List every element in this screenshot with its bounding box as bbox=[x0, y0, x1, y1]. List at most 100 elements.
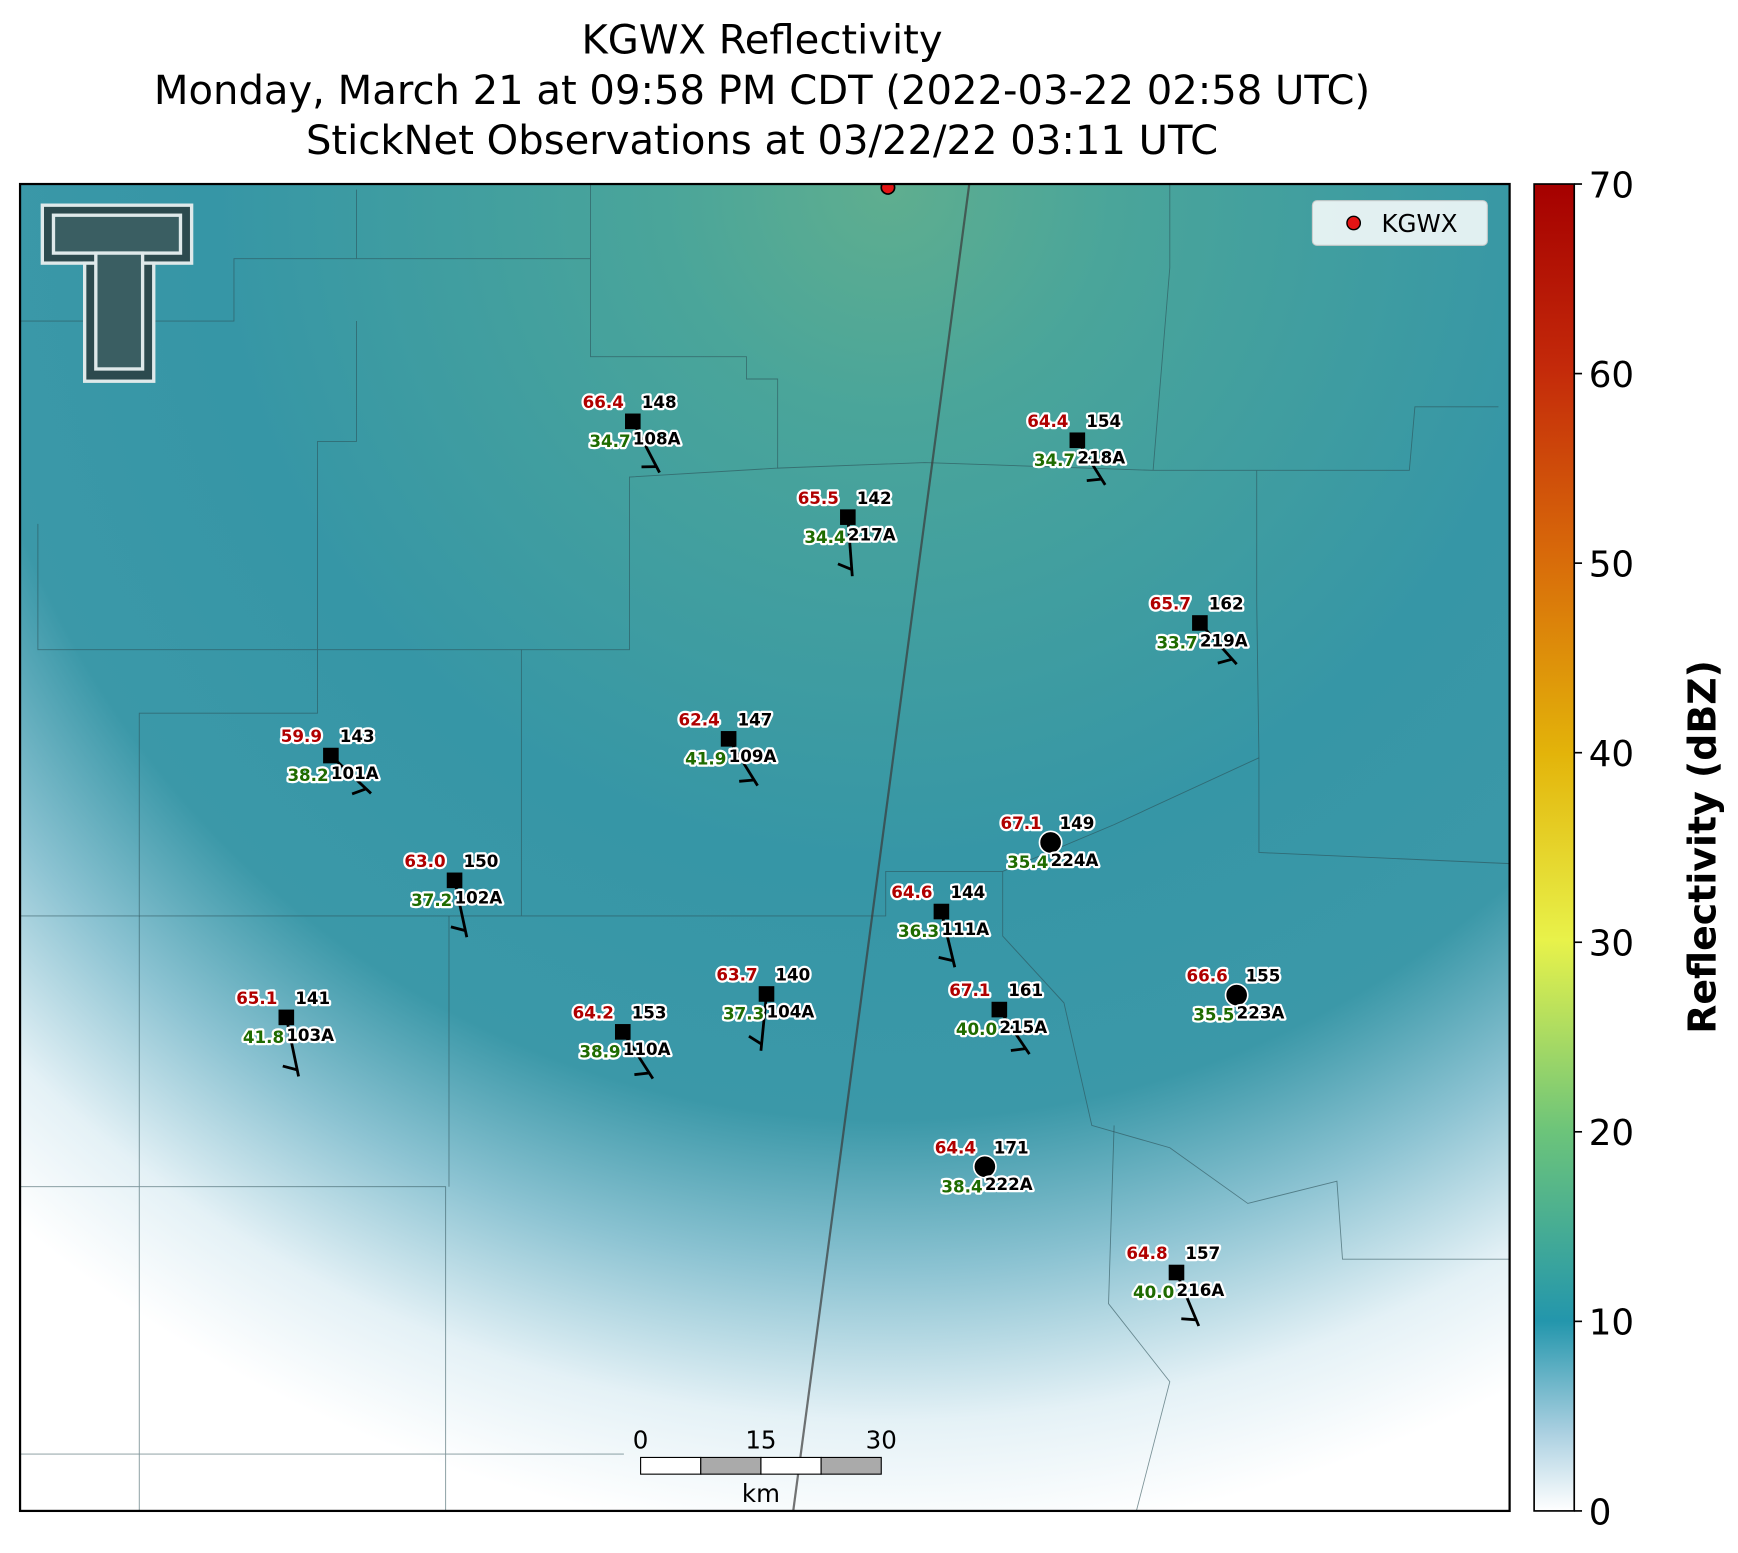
scale-segment bbox=[821, 1457, 881, 1474]
dewpoint: 35.5 bbox=[1193, 1005, 1234, 1025]
station-number: 155 bbox=[1246, 966, 1281, 986]
colorbar-tick-label: 20 bbox=[1589, 1113, 1634, 1154]
scale-tick-label: 30 bbox=[866, 1426, 897, 1455]
colorbar-tick-label: 0 bbox=[1589, 1492, 1612, 1533]
dewpoint: 38.4 bbox=[941, 1176, 982, 1196]
dewpoint: 36.3 bbox=[898, 921, 939, 941]
temperature: 67.1 bbox=[949, 980, 990, 1000]
station-marker bbox=[1169, 1265, 1185, 1281]
dewpoint: 37.2 bbox=[411, 890, 452, 910]
station-id: 216A bbox=[1176, 1280, 1224, 1300]
colorbar-label: Reflectivity (dBZ) bbox=[1681, 660, 1725, 1034]
legend: KGWX bbox=[1312, 201, 1487, 246]
station-marker bbox=[323, 748, 339, 764]
temperature: 63.0 bbox=[404, 851, 445, 871]
station-marker bbox=[992, 1002, 1008, 1018]
colorbar-tick-label: 60 bbox=[1589, 355, 1634, 396]
station-number: 141 bbox=[295, 988, 330, 1008]
station-marker bbox=[279, 1010, 295, 1026]
scale-segment bbox=[641, 1457, 701, 1474]
station-number: 142 bbox=[857, 488, 892, 508]
colorbar-tick-label: 10 bbox=[1589, 1303, 1634, 1344]
colorbar: Reflectivity (dBZ) 0 10 20 30 40 50 60 70 bbox=[1534, 165, 1725, 1533]
station-id: 217A bbox=[848, 525, 896, 545]
dewpoint: 41.8 bbox=[243, 1027, 284, 1047]
temperature: 65.7 bbox=[1150, 594, 1191, 614]
station-number: 154 bbox=[1086, 411, 1121, 431]
station-number: 161 bbox=[1008, 980, 1043, 1000]
station-marker bbox=[447, 873, 463, 889]
station-marker bbox=[615, 1024, 631, 1040]
scale-tick-label: 0 bbox=[633, 1426, 649, 1455]
station-id: 103A bbox=[286, 1025, 334, 1045]
station-number: 149 bbox=[1060, 813, 1095, 833]
wind-barb-flag bbox=[1087, 479, 1102, 480]
wind-barb-flag bbox=[1011, 1049, 1026, 1051]
dewpoint: 41.9 bbox=[685, 748, 726, 768]
dewpoint: 34.7 bbox=[1034, 450, 1075, 470]
temperature: 59.9 bbox=[281, 726, 322, 746]
temperature: 64.4 bbox=[1027, 411, 1068, 431]
station-number: 157 bbox=[1185, 1243, 1220, 1263]
station-id: 110A bbox=[623, 1039, 671, 1059]
station-id: 218A bbox=[1077, 448, 1125, 468]
colorbar-tick-label: 30 bbox=[1589, 924, 1634, 965]
temperature: 67.1 bbox=[1000, 813, 1041, 833]
dewpoint: 38.2 bbox=[287, 765, 328, 785]
radar-site bbox=[881, 181, 894, 194]
station-number: 153 bbox=[632, 1002, 667, 1022]
title-line: KGWX Reflectivity bbox=[581, 18, 942, 64]
temperature: 64.8 bbox=[1126, 1243, 1167, 1263]
station-id: 104A bbox=[767, 1001, 815, 1021]
title-line: StickNet Observations at 03/22/22 03:11 … bbox=[306, 118, 1218, 164]
station-number: 144 bbox=[950, 882, 985, 902]
station-id: 111A bbox=[941, 919, 989, 939]
colorbar-tick-label: 70 bbox=[1589, 165, 1634, 206]
station-marker bbox=[1070, 432, 1086, 448]
station-id: 224A bbox=[1051, 850, 1099, 870]
station-number: 171 bbox=[994, 1137, 1029, 1157]
station-id: 215A bbox=[999, 1017, 1047, 1037]
station-id: 223A bbox=[1237, 1002, 1285, 1022]
reflectivity-field bbox=[20, 184, 1510, 1511]
station-id: 101A bbox=[331, 763, 379, 783]
station-marker bbox=[1192, 615, 1208, 631]
wind-barb-flag bbox=[739, 780, 754, 781]
temperature: 66.6 bbox=[1187, 966, 1228, 986]
dewpoint: 35.4 bbox=[1007, 852, 1048, 872]
wind-barb-flag bbox=[1181, 1319, 1196, 1320]
dewpoint: 40.0 bbox=[956, 1019, 997, 1039]
dewpoint: 33.7 bbox=[1156, 633, 1197, 653]
dewpoint: 34.7 bbox=[589, 431, 630, 451]
station-number: 143 bbox=[340, 726, 375, 746]
title: KGWX Reflectivity Monday, March 21 at 09… bbox=[154, 18, 1370, 164]
scale-segment bbox=[701, 1457, 761, 1474]
station-marker bbox=[759, 986, 775, 1002]
scale-unit: km bbox=[742, 1479, 780, 1508]
station-number: 148 bbox=[642, 392, 677, 412]
temperature: 66.4 bbox=[583, 392, 624, 412]
colorbar-tick-label: 50 bbox=[1589, 545, 1634, 586]
dewpoint: 40.0 bbox=[1133, 1282, 1174, 1302]
station-id: 222A bbox=[985, 1174, 1033, 1194]
station-marker bbox=[625, 414, 641, 430]
temperature: 64.4 bbox=[935, 1137, 976, 1157]
temperature: 62.4 bbox=[678, 709, 719, 729]
colorbar-ramp bbox=[1534, 184, 1574, 1511]
temperature: 65.5 bbox=[798, 488, 839, 508]
station-number: 162 bbox=[1209, 594, 1244, 614]
station-id: 102A bbox=[455, 888, 503, 908]
station-marker bbox=[934, 904, 950, 920]
dewpoint: 38.9 bbox=[579, 1041, 620, 1061]
station-marker bbox=[840, 509, 856, 525]
temperature: 65.1 bbox=[236, 988, 277, 1008]
legend-marker bbox=[1347, 216, 1360, 229]
station-number: 150 bbox=[463, 851, 498, 871]
dewpoint: 34.4 bbox=[804, 527, 845, 547]
temperature: 63.7 bbox=[716, 965, 757, 985]
station-number: 140 bbox=[775, 965, 810, 985]
station-marker bbox=[721, 731, 737, 747]
title-line: Monday, March 21 at 09:58 PM CDT (2022-0… bbox=[154, 68, 1370, 114]
colorbar-tick-label: 40 bbox=[1589, 734, 1634, 775]
